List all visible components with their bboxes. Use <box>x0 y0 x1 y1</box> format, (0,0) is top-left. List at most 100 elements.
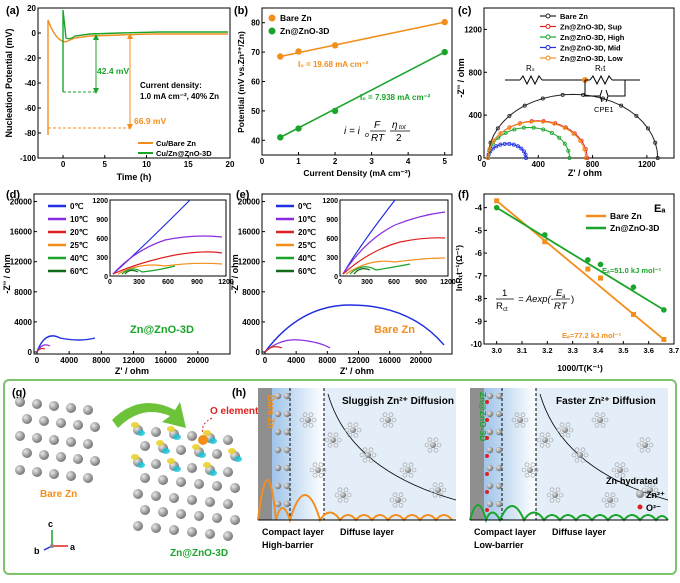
hydration-water <box>438 482 444 488</box>
nyquist-point-blue <box>511 142 516 147</box>
inset-y-tick-label: 300 <box>326 255 338 262</box>
zn-atom <box>187 431 197 441</box>
nyquist-point-orange <box>578 138 583 143</box>
nyquist-point-green <box>521 125 526 130</box>
hydration-water <box>362 457 368 463</box>
axes-triad: c a b <box>34 519 76 556</box>
bare-zn-lattice <box>15 397 100 483</box>
nyquist-point-green <box>566 148 571 153</box>
hydration-water <box>436 442 442 448</box>
x-tick-label: 2 <box>333 157 338 166</box>
legend-label: Zn@ZnO-3D, Sup <box>560 23 622 32</box>
fit-line-green <box>496 206 665 311</box>
hydrated-zn-ion <box>517 417 523 423</box>
zn-atom <box>83 473 93 483</box>
data-point-orange <box>494 198 500 204</box>
panel-d-label: (d) <box>6 189 20 201</box>
legend-a-orange-label: Cu/Bare Zn <box>156 139 196 148</box>
panel-f-title: Eₐ <box>654 203 666 215</box>
hydration-water <box>427 437 433 443</box>
hydration-water <box>524 462 530 468</box>
circuit-cpe-branch <box>584 80 626 97</box>
zn-atom <box>15 397 25 407</box>
hydration-water <box>571 452 577 458</box>
legend-a-green-label: Cu/Zn@ZnO-3D <box>156 149 212 158</box>
x-tick-label: 8000 <box>92 356 110 365</box>
hydrated-zn-ion <box>642 442 648 448</box>
nyquist-point-black <box>655 155 660 160</box>
y-tick-label: -40 <box>24 79 36 88</box>
equivalent-circuit: Rₛ Rₜt CPE1 <box>505 64 640 114</box>
charge-density-yellow <box>192 444 200 450</box>
x-tick-label: 10 <box>142 160 151 169</box>
y-tick-label: 0 <box>478 154 483 163</box>
hydration-water <box>636 442 642 448</box>
hydration-water <box>594 422 600 428</box>
y-tick-label: -100 <box>20 154 37 163</box>
panel-d-inset: 0 300 600 900 1200 0 300 600 900 1200 <box>92 198 233 286</box>
left-compact-label: Compact layer <box>262 527 325 537</box>
compact-zn-ion <box>274 500 282 508</box>
panel-d-legend: 0℃ 10℃ 20℃ 25℃ 40℃ 60℃ <box>48 202 88 276</box>
eq-f-rhs: = Aexp(- <box>518 294 554 305</box>
panel-b: (b) 40 50 60 70 80 0 1 2 3 4 5 Potential (mV vs.Z… <box>234 5 453 178</box>
data-point-green <box>542 232 548 238</box>
panel-c-label: (c) <box>458 5 472 17</box>
left-barrier-label: High-barrier <box>262 540 314 550</box>
inset-y-tick-label: 1200 <box>322 198 338 205</box>
charge-density-yellow <box>167 426 175 432</box>
hydrated-zn-ion <box>395 497 401 503</box>
hydrated-zn-ion <box>527 467 533 473</box>
inset-y-tick-label: 300 <box>96 255 108 262</box>
legend-label: Zn@ZnO-3D, Mid <box>560 44 621 53</box>
x-tick-label: 3.0 <box>491 346 501 355</box>
compact-zn-ion <box>283 410 291 418</box>
hydration-water <box>382 412 388 418</box>
panel-a-ylabel: Nucleation Potential (mV) <box>4 28 14 137</box>
x-tick-label: 15 <box>184 160 193 169</box>
hydration-water <box>327 432 333 438</box>
legend-b-orange-swatch <box>268 14 276 22</box>
panel-a-anno-cd1: Current density: <box>140 81 202 90</box>
hydration-water <box>549 487 555 493</box>
legend-b-orange-label: Bare Zn <box>280 13 312 23</box>
data-point-green <box>597 261 604 268</box>
zn-atom <box>56 452 66 462</box>
y-tick-label: 20000 <box>10 198 33 207</box>
x-tick-label: 16000 <box>155 356 178 365</box>
zn-atom <box>140 505 150 515</box>
inset-d-frame <box>109 199 227 277</box>
hydration-water <box>650 492 656 498</box>
nyquist-point-black <box>540 96 545 101</box>
hydration-water <box>432 492 438 498</box>
legend-label: Zn@ZnO-3D, Low <box>560 54 623 63</box>
hydration-water <box>334 492 340 498</box>
nyquist-point-orange <box>491 138 496 143</box>
nyquist-point-black <box>634 113 639 118</box>
left-title: Sluggish Zn²⁺ Diffusion <box>342 396 454 407</box>
hydration-water <box>568 427 574 433</box>
legend-label: Bare Zn <box>560 12 588 21</box>
inset-d-20c <box>112 251 223 275</box>
charge-density-cyan <box>162 448 170 454</box>
compact-zn-ion <box>283 446 291 454</box>
circuit-cpe-label: CPE1 <box>594 105 614 114</box>
panel-d-ylabel: -Z'' / ohm <box>2 254 12 293</box>
hydration-water <box>613 497 619 503</box>
panel-h: (h) Bare Zn Sluggish Zn²⁺ Diffusion Comp… <box>232 387 669 550</box>
eq-b-F: F <box>374 120 381 131</box>
y-tick-label: 0 <box>256 348 261 357</box>
inset-y-tick-label: 600 <box>326 236 338 243</box>
legend-label: 40℃ <box>70 254 88 263</box>
hydration-water <box>565 422 571 428</box>
y-tick-label: 0 <box>28 348 33 357</box>
panel-d-sample-label: Zn@ZnO-3D <box>130 324 194 336</box>
inset-y-tick-label: 900 <box>326 217 338 224</box>
hydration-water <box>594 412 600 418</box>
zn-atom <box>83 439 93 449</box>
nyquist-point-orange <box>583 155 588 160</box>
x-tick-label: 12000 <box>122 356 145 365</box>
axis-b-label: b <box>34 546 40 556</box>
x-tick-label: 0 <box>35 356 40 365</box>
